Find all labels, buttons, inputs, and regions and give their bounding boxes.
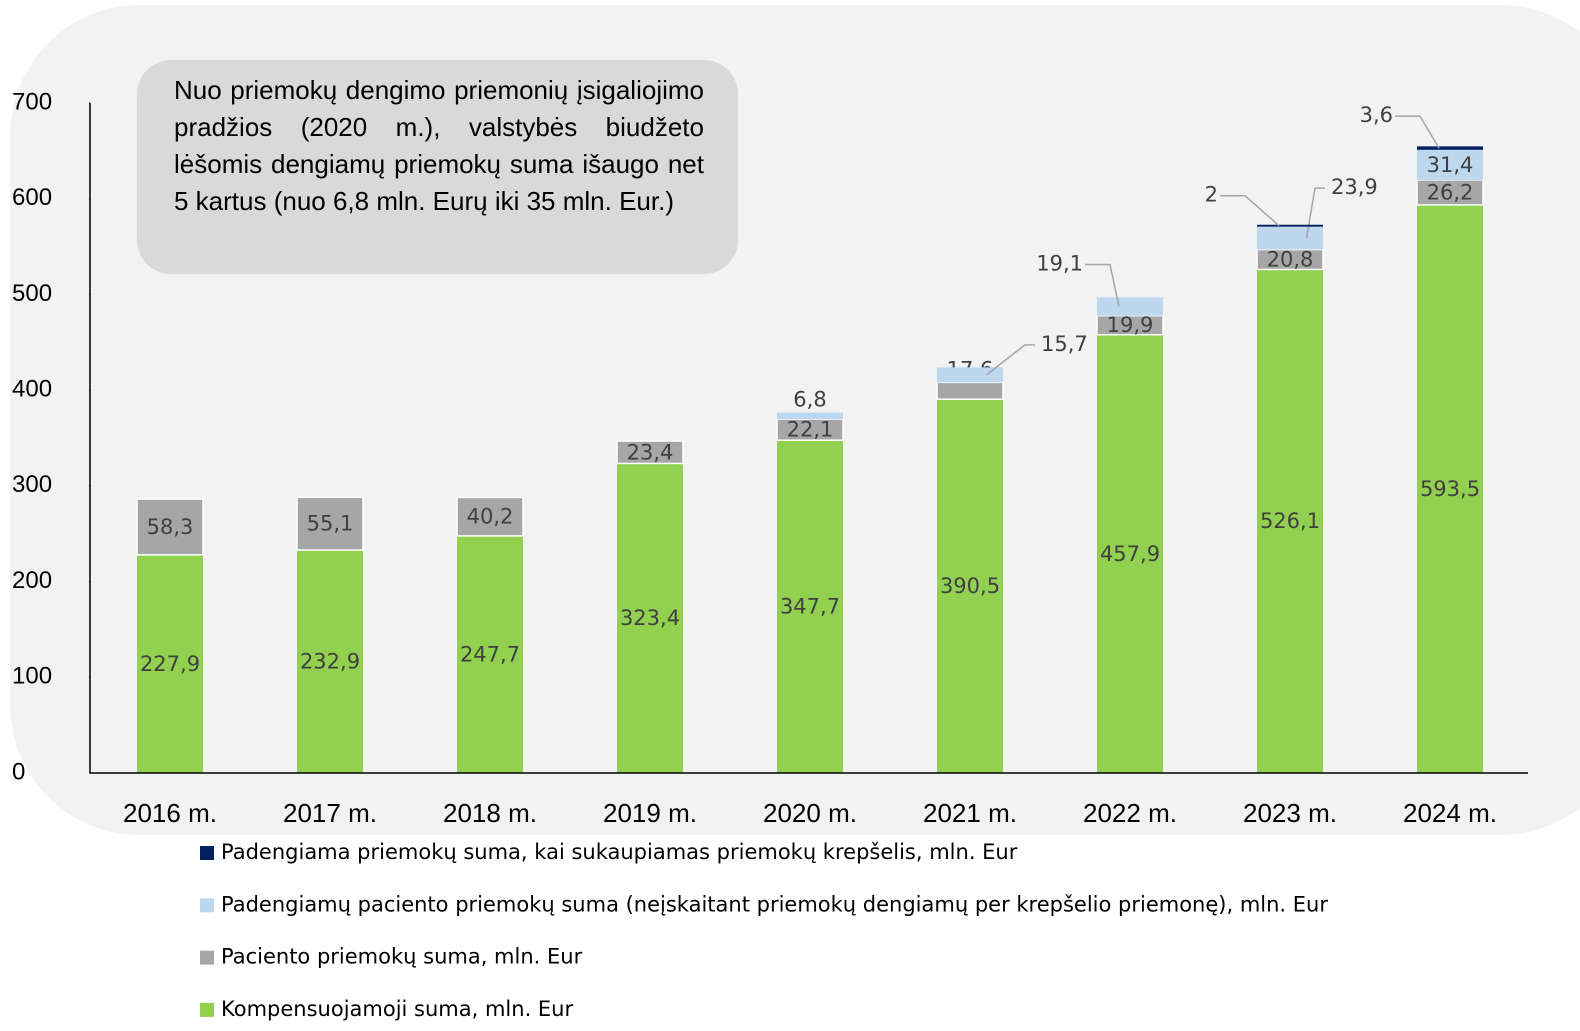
value-label: 323,4 [620, 606, 680, 630]
x-tick-label: 2022 m. [1083, 798, 1177, 828]
x-tick-label: 2020 m. [763, 798, 857, 828]
bar-segment [1257, 224, 1323, 227]
legend-swatch [200, 898, 214, 913]
bar-segment [296, 496, 364, 551]
annotation: Nuo priemokų dengimo priemonių įsigalioj… [137, 60, 738, 274]
y-tick-label: 100 [12, 663, 52, 690]
bar-segment [457, 535, 523, 773]
value-label: 20,8 [1267, 247, 1314, 271]
value-label: 390,5 [940, 574, 1000, 598]
x-tick-label: 2024 m. [1403, 798, 1497, 828]
y-tick-label: 500 [12, 280, 52, 307]
bar-segment [617, 463, 683, 773]
x-tick-label: 2023 m. [1243, 798, 1337, 828]
callout-line [1305, 187, 1325, 239]
y-tick-label: 0 [12, 758, 25, 785]
legend-label: Kompensuojamoji suma, mln. Eur [221, 997, 573, 1021]
x-tick-label: 2018 m. [443, 798, 537, 828]
value-label: 26,2 [1427, 180, 1474, 204]
bar-segment [136, 498, 204, 556]
value-label: 2 [1205, 183, 1218, 207]
value-label: 3,6 [1360, 103, 1393, 127]
bar-segment [937, 399, 1003, 773]
bar-segment [1257, 269, 1323, 773]
value-label: 526,1 [1260, 509, 1320, 533]
legend-swatch [200, 950, 214, 965]
callout-line [1085, 263, 1120, 307]
bar-segment [616, 440, 684, 465]
callout-line [986, 344, 1035, 376]
bar-segment [137, 554, 203, 773]
legend-swatch [200, 846, 214, 860]
value-label: 232,9 [300, 650, 360, 674]
bar-segment [937, 367, 1003, 383]
value-label: 227,9 [140, 652, 200, 676]
y-tick-label: 700 [12, 88, 52, 115]
bar-segment [1097, 334, 1163, 773]
value-label: 55,1 [307, 512, 354, 536]
y-tick-label: 200 [12, 567, 52, 594]
x-tick-label: 2019 m. [603, 798, 697, 828]
value-label: 247,7 [460, 642, 520, 666]
value-label: 22,1 [787, 418, 834, 442]
value-label: 19,9 [1107, 313, 1154, 337]
value-label: 6,8 [793, 388, 826, 412]
bar-segment [297, 550, 363, 773]
value-label: 23,4 [627, 440, 674, 464]
bar-segment [777, 440, 843, 773]
value-label: 23,9 [1331, 175, 1378, 199]
value-label: 347,7 [780, 595, 840, 619]
bar-segment [1097, 297, 1163, 316]
value-label: 31,4 [1427, 153, 1474, 177]
bar-segment [936, 381, 1004, 400]
value-label: 19,1 [1036, 252, 1083, 276]
legend-label: Padengiama priemokų suma, kai sukaupiama… [221, 840, 1018, 864]
bar-segment [1417, 146, 1483, 150]
bar-segment [1416, 179, 1484, 206]
value-label: 457,9 [1100, 542, 1160, 566]
bar-segment [777, 412, 843, 420]
legend-swatch [200, 1002, 214, 1017]
value-label: 58,3 [147, 515, 194, 539]
y-tick-label: 600 [12, 184, 52, 211]
bar-segment [1417, 149, 1483, 180]
value-label: 593,5 [1420, 477, 1480, 501]
x-tick-label: 2017 m. [283, 798, 377, 828]
y-tick-label: 300 [12, 471, 52, 498]
bar-segment [1257, 226, 1323, 250]
x-tick-label: 2021 m. [923, 798, 1017, 828]
value-label: 15,7 [1041, 332, 1088, 356]
callout-line [1395, 115, 1440, 149]
y-tick-label: 400 [12, 375, 52, 402]
callout-line [1220, 194, 1280, 227]
bar-segment [456, 496, 524, 537]
bar-segment [1417, 204, 1483, 773]
x-tick-label: 2016 m. [123, 798, 217, 828]
value-label: 40,2 [467, 505, 514, 529]
legend-label: Paciento priemokų suma, mln. Eur [221, 945, 583, 969]
legend-label: Padengiamų paciento priemokų suma (neįsk… [221, 892, 1328, 916]
